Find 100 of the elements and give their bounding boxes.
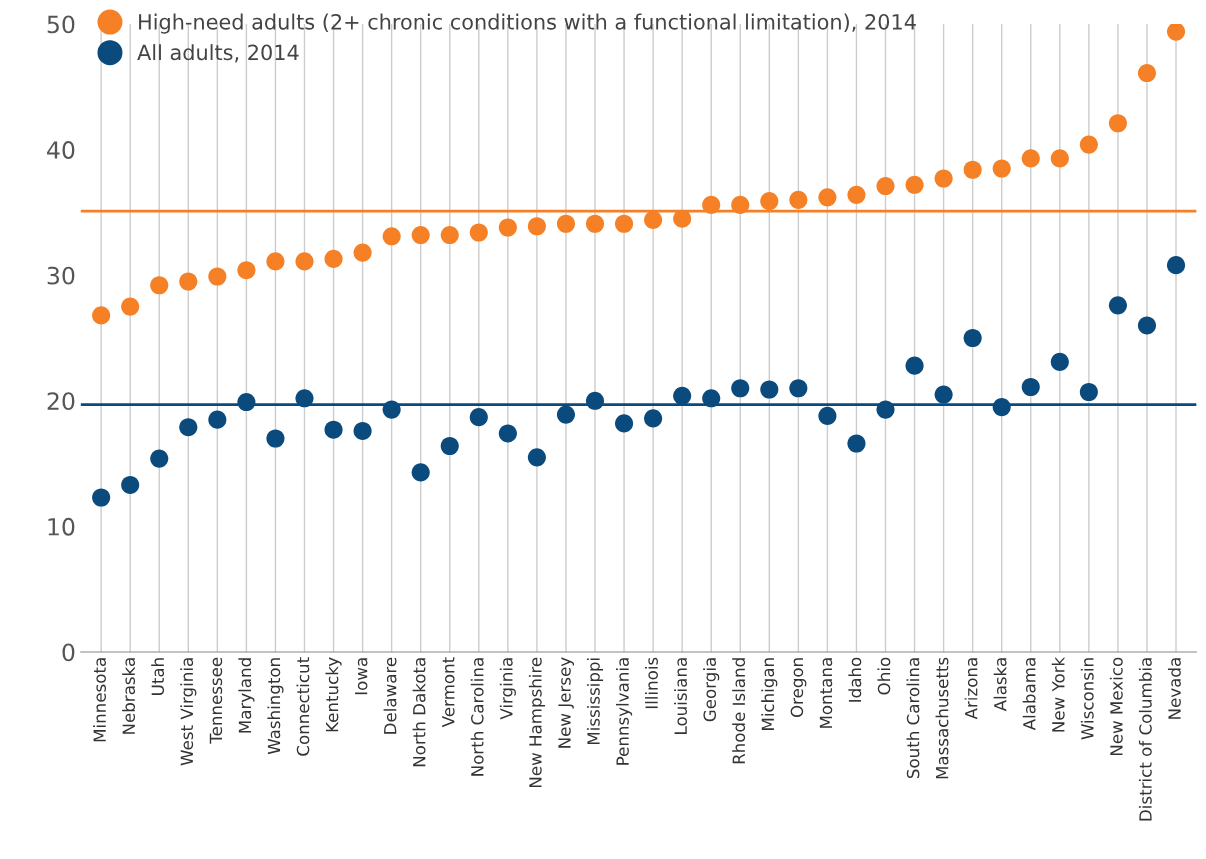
point xyxy=(789,379,808,398)
point xyxy=(905,175,924,194)
point xyxy=(702,389,721,408)
point xyxy=(1050,352,1069,371)
point xyxy=(440,436,459,456)
x-tick-label: Ohio xyxy=(877,657,891,695)
point xyxy=(527,217,546,236)
point xyxy=(150,276,169,295)
point xyxy=(1108,296,1127,315)
point xyxy=(992,159,1011,178)
x-tick-label: New Mexico xyxy=(1109,657,1123,756)
point xyxy=(731,379,750,398)
x-tick-label: Minnesota xyxy=(93,658,106,742)
x-tick-label: Kentucky xyxy=(325,657,342,732)
point xyxy=(411,463,430,482)
x-tick-label: Maryland xyxy=(238,658,255,733)
point xyxy=(266,429,285,448)
point xyxy=(353,421,372,440)
point xyxy=(1079,135,1098,154)
point xyxy=(440,225,459,245)
x-tick-label: Massachusetts xyxy=(935,657,949,779)
x-tick-label: Alabama xyxy=(1022,658,1036,731)
x-tick-label: Montana xyxy=(819,658,833,728)
point xyxy=(934,169,953,188)
point xyxy=(1166,24,1186,41)
point xyxy=(847,185,866,204)
point xyxy=(963,328,982,348)
point xyxy=(208,410,227,429)
x-tick-label: Virginia xyxy=(499,658,516,720)
point xyxy=(760,380,779,399)
point xyxy=(556,214,575,233)
point xyxy=(121,297,140,316)
x-tick-label: South Carolina xyxy=(906,658,920,779)
x-tick-label: Utah xyxy=(151,658,165,695)
x-tick-label: Oregon xyxy=(790,658,807,718)
point xyxy=(673,386,692,405)
x-tick-label: New York xyxy=(1051,656,1065,732)
point xyxy=(179,418,198,437)
y-tick-label: 50 xyxy=(47,15,75,34)
point xyxy=(1079,382,1098,402)
point xyxy=(905,356,924,375)
point xyxy=(673,209,692,228)
legend-label: All adults, 2014 xyxy=(137,44,299,63)
point xyxy=(963,160,982,179)
point xyxy=(469,223,488,242)
point xyxy=(498,218,517,237)
x-tick-label: Mississippi xyxy=(586,658,604,744)
point xyxy=(1137,316,1157,335)
x-tick-label: Rhode Island xyxy=(732,658,746,764)
point xyxy=(615,414,634,433)
point xyxy=(876,177,895,196)
point xyxy=(295,389,314,408)
point xyxy=(1108,114,1127,133)
point xyxy=(382,227,401,246)
point xyxy=(818,406,837,425)
x-tick-label: Idaho xyxy=(848,657,862,702)
x-tick-label: Nebraska xyxy=(122,658,136,734)
point xyxy=(615,214,634,233)
x-tick-label: Tennessee xyxy=(209,657,223,744)
point xyxy=(411,225,430,245)
point xyxy=(585,391,605,410)
point xyxy=(382,400,401,419)
point xyxy=(1166,256,1186,275)
y-tick-label: 30 xyxy=(47,266,75,285)
x-tick-label: West Virginia xyxy=(180,658,197,766)
point xyxy=(760,192,779,211)
x-tick-label: Washington xyxy=(267,658,284,755)
point xyxy=(237,261,256,280)
point xyxy=(1021,377,1040,397)
point xyxy=(818,188,837,207)
point xyxy=(498,424,517,443)
point xyxy=(731,195,750,214)
x-tick-label: New Hampshire xyxy=(528,657,545,788)
point xyxy=(934,385,953,404)
x-tick-label: Arizona xyxy=(964,658,978,720)
point xyxy=(1050,149,1069,168)
y-tick-label: 20 xyxy=(47,392,75,411)
y-tick-label: 0 xyxy=(62,643,75,662)
point xyxy=(121,475,140,495)
x-tick-label: Delaware xyxy=(383,657,397,734)
point xyxy=(527,448,546,467)
point xyxy=(92,488,111,507)
x-tick-label: Iowa xyxy=(355,658,368,695)
x-tick-label: Alaska xyxy=(993,658,1007,712)
point xyxy=(789,190,808,209)
point xyxy=(585,214,605,233)
point xyxy=(702,195,721,214)
point xyxy=(469,408,488,427)
x-tick-label: Nevada xyxy=(1167,658,1181,719)
point xyxy=(92,306,111,325)
point xyxy=(556,405,575,424)
x-tick-label: North Carolina xyxy=(470,658,484,776)
x-tick-label: Louisiana xyxy=(674,658,687,734)
x-tick-label: New Jersey xyxy=(558,657,575,748)
x-tick-label: Connecticut xyxy=(296,657,310,756)
y-tick-label: 10 xyxy=(48,517,75,536)
y-tick-label: 40 xyxy=(47,141,75,159)
point xyxy=(150,449,169,468)
point xyxy=(266,252,285,271)
point xyxy=(208,267,227,286)
